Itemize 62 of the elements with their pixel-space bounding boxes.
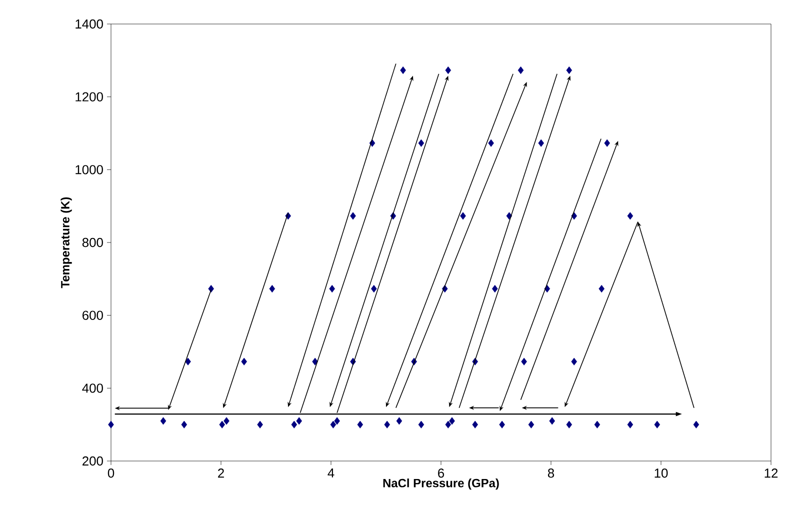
point [350,212,356,220]
point [400,66,406,74]
x-tick-label: 0 [108,468,114,478]
point [219,420,225,428]
point [566,66,572,74]
point [418,139,424,147]
point [329,284,336,293]
point [371,284,377,293]
x-tick-label: 6 [438,468,444,478]
point [627,212,634,220]
point [208,284,214,293]
point [566,420,572,428]
y-tick-label: 200 [82,456,103,466]
point [693,420,700,428]
x-tick-label: 8 [548,468,554,478]
point [449,417,455,425]
point [499,420,505,428]
y-tick-label: 400 [82,384,103,393]
point [445,420,452,428]
y-axis-title: Temperature (K) [60,197,72,288]
point [241,358,247,366]
point [108,420,114,428]
point [181,420,188,428]
point [224,417,230,425]
x-axis-title: NaCl Pressure (GPa) [383,478,499,490]
point [396,417,402,425]
point [472,420,478,428]
point [528,420,534,428]
point [518,66,524,74]
y-tick-label: 1200 [76,92,103,102]
point [330,420,336,428]
point [598,284,605,293]
point [549,417,556,425]
x-tick-label: 12 [764,468,778,478]
point [492,284,498,293]
point [627,420,634,428]
point [594,420,600,428]
y-tick-label: 800 [82,238,103,248]
y-tick-label: 600 [82,310,103,320]
x-tick-label: 4 [328,468,334,478]
point [604,139,610,147]
point [488,139,494,147]
y-tick-label: 1400 [76,19,103,29]
point [460,212,466,220]
point [357,420,364,428]
point [538,139,544,147]
point [185,358,191,366]
point [257,420,263,428]
point [296,417,302,425]
point [521,358,527,366]
point [384,420,390,428]
point [269,284,276,293]
point [571,358,578,366]
point [291,420,298,428]
point [418,420,424,428]
x-tick-label: 2 [218,468,224,478]
point [654,420,660,428]
point [160,417,166,425]
x-tick-label: 10 [654,468,668,478]
point [445,66,452,74]
y-tick-label: 1000 [76,165,103,174]
point [334,417,340,425]
